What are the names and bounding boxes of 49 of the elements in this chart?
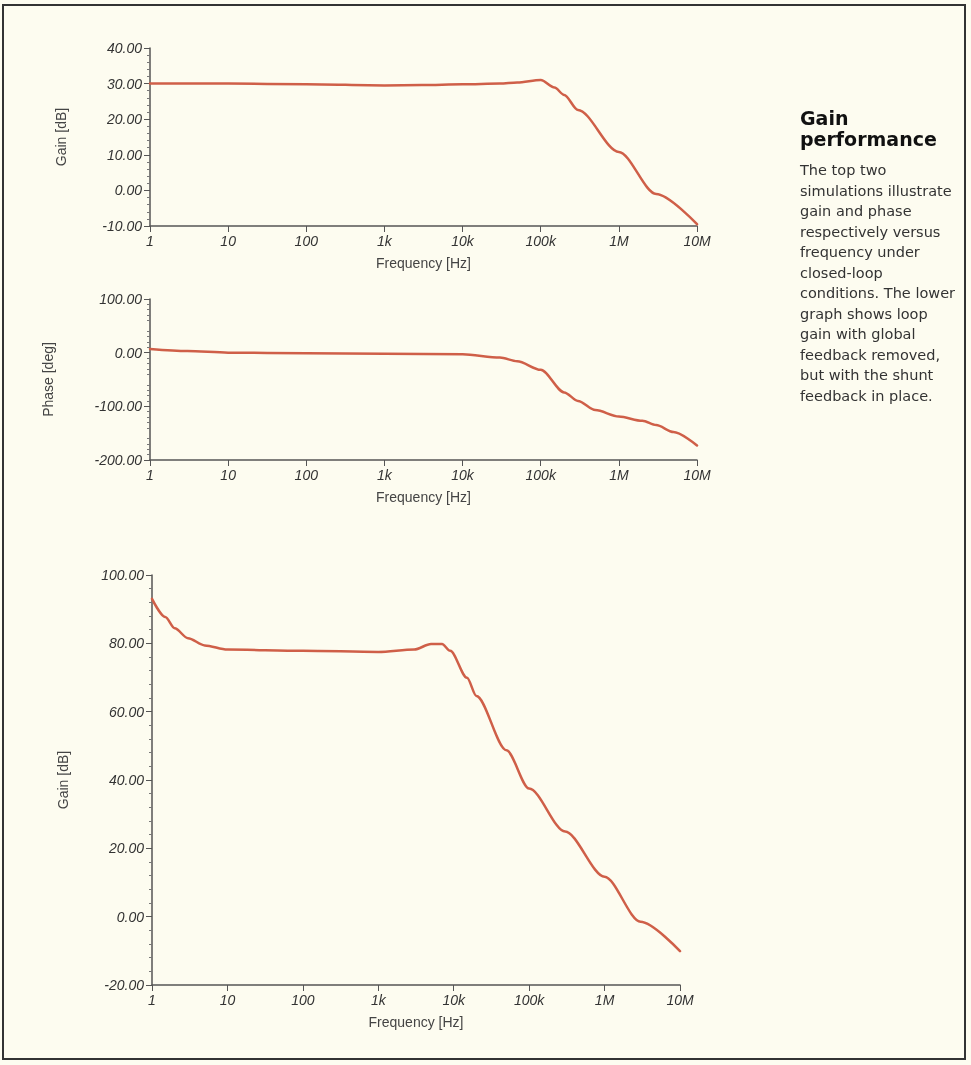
x-tick-label: 1k xyxy=(370,992,387,1008)
x-axis-title: Frequency [Hz] xyxy=(376,255,471,271)
y-tick-label: 0.00 xyxy=(116,908,145,925)
x-axis-title: Frequency [Hz] xyxy=(368,1014,464,1030)
x-tick-label: 1k xyxy=(377,467,393,483)
y-tick-label: 100.00 xyxy=(101,567,145,583)
x-tick-label: 10k xyxy=(442,992,466,1008)
y-tick-label: 0.00 xyxy=(114,182,143,199)
y-tick-label: 60.00 xyxy=(108,703,145,720)
x-tick-label: 100 xyxy=(294,233,319,249)
x-tick-label: 1 xyxy=(146,233,154,249)
y-tick-label: -200.00 xyxy=(94,452,143,468)
y-tick-label: -10.00 xyxy=(102,218,143,234)
y-tick-label: 30.00 xyxy=(106,75,143,92)
y-axis-title: Phase [deg] xyxy=(40,342,56,417)
x-tick-label: 100k xyxy=(525,467,557,483)
x-tick-label: 1 xyxy=(146,467,154,483)
x-tick-label: 100k xyxy=(513,992,546,1008)
x-tick-label: 10 xyxy=(220,467,237,483)
x-tick-label: 100 xyxy=(291,992,315,1008)
x-tick-label: 10k xyxy=(451,233,475,249)
y-axis-title: Gain [dB] xyxy=(55,750,71,810)
y-axis-title: Gain [dB] xyxy=(53,107,69,167)
text: Gain performance xyxy=(800,107,938,150)
y-tick-label: -100.00 xyxy=(94,398,143,415)
x-tick-label: 1M xyxy=(609,233,629,249)
y-tick-label: 10.00 xyxy=(106,146,143,163)
x-tick-label: 1M xyxy=(609,467,629,483)
x-tick-label: 10M xyxy=(683,233,711,249)
x-tick-label: 10M xyxy=(666,992,694,1008)
y-tick-label: 20.00 xyxy=(105,111,143,128)
x-tick-label: 10 xyxy=(220,233,237,249)
y-tick-label: 0.00 xyxy=(114,344,143,361)
x-axis-title: Frequency [Hz] xyxy=(376,489,471,505)
y-tick-label: 100.00 xyxy=(99,291,143,307)
y-tick-label: 80.00 xyxy=(108,635,145,652)
x-tick-label: 10 xyxy=(219,992,236,1008)
y-tick-label: 20.00 xyxy=(107,840,145,857)
y-tick-label: -20.00 xyxy=(104,977,145,993)
y-tick-label: 40.00 xyxy=(106,40,143,56)
x-tick-label: 100 xyxy=(294,467,319,483)
x-tick-label: 1 xyxy=(148,992,156,1008)
x-tick-label: 1M xyxy=(594,992,615,1008)
x-tick-label: 100k xyxy=(525,233,557,249)
x-tick-label: 10k xyxy=(451,467,475,483)
x-tick-label: 10M xyxy=(683,467,711,483)
y-tick-label: 40.00 xyxy=(108,772,145,788)
x-tick-label: 1k xyxy=(377,233,393,249)
text: The top two simulations illustrate gain and phase respectively versus frequency under closed-loop conditions. The lower graph shows loop gain with global feedback removed, but with the shunt feedback in place. xyxy=(800,162,956,404)
